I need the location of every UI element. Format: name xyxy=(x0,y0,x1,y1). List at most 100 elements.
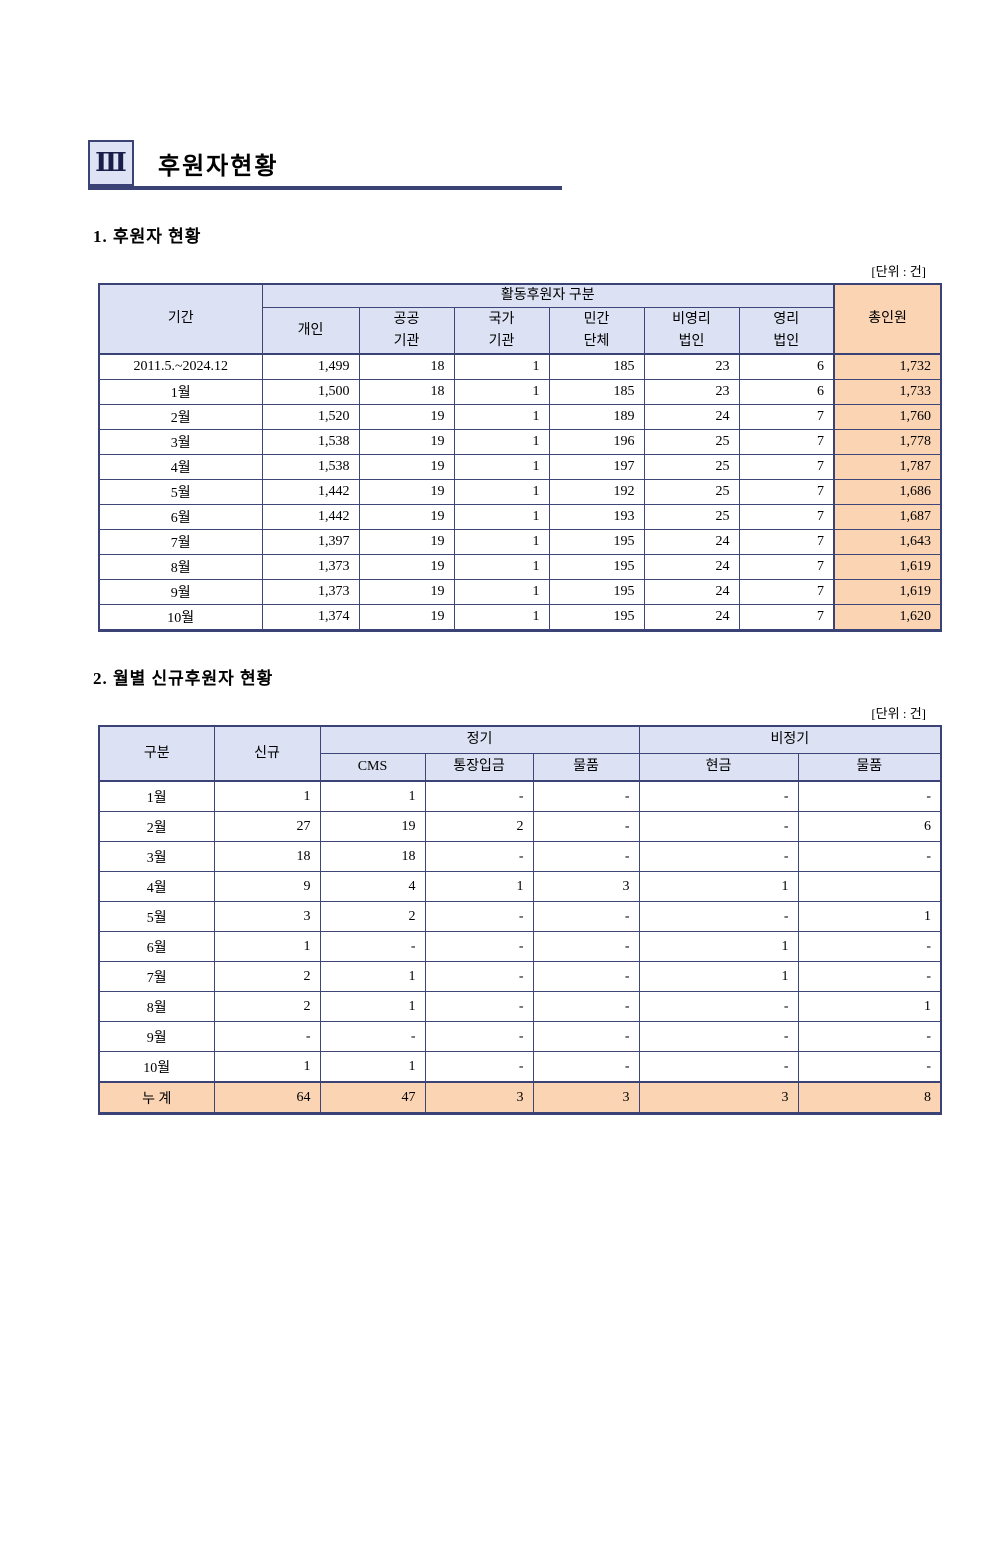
value-cell: 19 xyxy=(358,429,455,455)
value-cell: 6 xyxy=(797,811,942,842)
value-cell: 2 xyxy=(213,961,321,992)
value-cell: 19 xyxy=(358,554,455,580)
value-cell: 1 xyxy=(453,454,550,480)
value-cell: 1,397 xyxy=(261,529,360,555)
value-cell: - xyxy=(797,841,942,872)
table-row: 9월 1,373 19 1 195 24 7 1,619 xyxy=(98,579,942,605)
total-cell: 1,620 xyxy=(833,604,942,631)
value-cell: 7 xyxy=(738,429,835,455)
table-row: 2월 27 19 2- -6 xyxy=(98,811,942,842)
total-cell: 1,686 xyxy=(833,479,942,505)
value-cell: 1,442 xyxy=(261,479,360,505)
value-cell: 1 xyxy=(424,871,534,902)
table-row: 10월 1,374 19 1 195 24 7 1,620 xyxy=(98,604,942,631)
table-row: 4월 1,538 19 1 197 25 7 1,787 xyxy=(98,454,942,480)
value-cell: 195 xyxy=(548,579,645,605)
value-cell: 4 xyxy=(319,871,426,902)
irregular-group-header: 비정기 xyxy=(638,725,942,754)
value-cell: 6 xyxy=(738,353,835,380)
value-cell: - xyxy=(638,1021,799,1052)
category-header: 구분 xyxy=(98,725,215,782)
value-cell: 25 xyxy=(643,454,740,480)
value-cell: 19 xyxy=(358,479,455,505)
value-cell: 24 xyxy=(643,404,740,430)
section2-heading: 2. 월별 신규후원자 현황 xyxy=(93,669,274,688)
month-cell: 10월 xyxy=(98,1051,215,1083)
sub-header: 현금 xyxy=(638,753,799,782)
value-cell: 1 xyxy=(638,871,799,902)
value-cell: - xyxy=(638,991,799,1022)
value-cell: 196 xyxy=(548,429,645,455)
value-cell: - xyxy=(797,1021,942,1052)
value-cell: - xyxy=(424,991,534,1022)
value-cell: 8 xyxy=(797,1081,942,1114)
value-cell: - xyxy=(424,901,534,932)
period-cell: 7월 xyxy=(98,529,263,555)
sub-header: 민간 단체 xyxy=(548,307,645,355)
value-cell: - xyxy=(532,811,640,842)
value-cell: 185 xyxy=(548,353,645,380)
value-cell: - xyxy=(532,841,640,872)
period-cell: 4월 xyxy=(98,454,263,480)
value-cell: 1 xyxy=(453,404,550,430)
value-cell: 1,442 xyxy=(261,504,360,530)
value-cell: 7 xyxy=(738,454,835,480)
sub-header: 개인 xyxy=(261,307,360,355)
regular-group-header: 정기 xyxy=(319,725,640,754)
value-cell: 6 xyxy=(738,379,835,405)
value-cell: 7 xyxy=(738,404,835,430)
total-cell: 1,733 xyxy=(833,379,942,405)
value-cell: 18 xyxy=(213,841,321,872)
total-cell: 1,687 xyxy=(833,504,942,530)
month-cell: 9월 xyxy=(98,1021,215,1052)
value-cell: - xyxy=(532,991,640,1022)
value-cell: - xyxy=(638,841,799,872)
value-cell: 25 xyxy=(643,504,740,530)
value-cell: 1 xyxy=(797,991,942,1022)
page-title: 후원자현황 xyxy=(158,153,279,180)
value-cell: 1 xyxy=(213,780,321,812)
table-row: 3월 1,538 19 1 196 25 7 1,778 xyxy=(98,429,942,455)
sub-header: 공공 기관 xyxy=(358,307,455,355)
value-cell: - xyxy=(424,780,534,812)
value-cell: 1,520 xyxy=(261,404,360,430)
new-sponsor-monthly-table: 구분 신규 정기 비정기 CMS 통장입금 물품 현금 물품 1월 1 1- - - -2월 27 19 2- -6… xyxy=(98,725,943,1115)
value-cell: 195 xyxy=(548,554,645,580)
active-sponsor-group-header: 활동후원자 구분 xyxy=(261,283,835,308)
value-cell: 7 xyxy=(738,554,835,580)
table-row: 7월 1,397 19 1 195 24 7 1,643 xyxy=(98,529,942,555)
value-cell: 1 xyxy=(319,961,426,992)
value-cell: 1,538 xyxy=(261,454,360,480)
value-cell: 7 xyxy=(738,579,835,605)
value-cell: 3 xyxy=(638,1081,799,1114)
value-cell: 19 xyxy=(358,504,455,530)
value-cell: - xyxy=(797,961,942,992)
value-cell: 3 xyxy=(532,1081,640,1114)
table-row: 6월 1,442 19 1 193 25 7 1,687 xyxy=(98,504,942,530)
sub-header: 물품 xyxy=(532,753,640,782)
section1: [단위 : 건] 기간 활동후원자 구분 총인원 개인 공공 기관 국가 기관 민간 단체 비… xyxy=(98,261,943,632)
month-cell: 2월 xyxy=(98,811,215,842)
value-cell: 195 xyxy=(548,604,645,631)
section1-unit-label: [단위 : 건] xyxy=(871,264,926,279)
value-cell: - xyxy=(532,1021,640,1052)
month-cell: 1월 xyxy=(98,780,215,812)
table-row: 2011.5.~2024.12 1,499 18 1 185 23 6 1,732 xyxy=(98,353,942,380)
period-cell: 2월 xyxy=(98,404,263,430)
total-cell: 1,732 xyxy=(833,353,942,380)
value-cell: 2 xyxy=(319,901,426,932)
value-cell: 185 xyxy=(548,379,645,405)
total-cell: 1,619 xyxy=(833,554,942,580)
month-cell: 누 계 xyxy=(98,1081,215,1114)
total-cell: 1,778 xyxy=(833,429,942,455)
value-cell: 25 xyxy=(643,429,740,455)
section2: [단위 : 건] 구분 신규 정기 비정기 CMS 통장입금 물품 현금 물품 1월 1 1- - - -2… xyxy=(98,703,943,1115)
period-cell: 9월 xyxy=(98,579,263,605)
value-cell: 1 xyxy=(453,479,550,505)
period-cell: 10월 xyxy=(98,604,263,631)
value-cell: 23 xyxy=(643,379,740,405)
value-cell: - xyxy=(532,931,640,962)
value-cell: 1 xyxy=(453,579,550,605)
value-cell: 19 xyxy=(358,579,455,605)
value-cell: 3 xyxy=(213,901,321,932)
